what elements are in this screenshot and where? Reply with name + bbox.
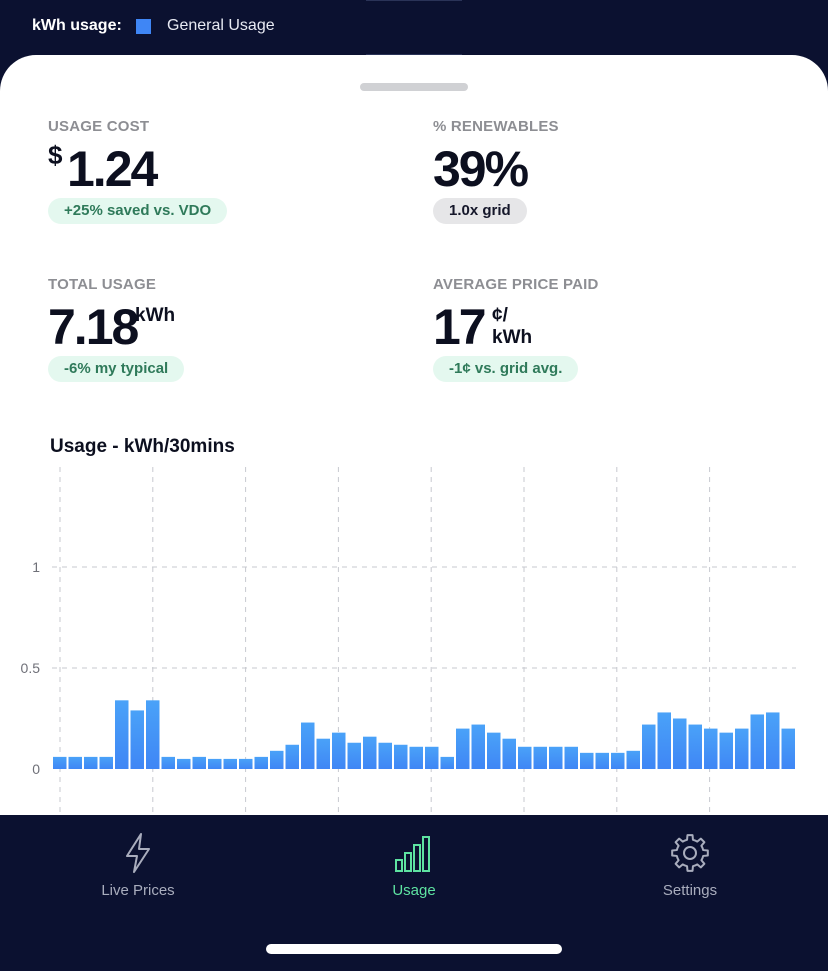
usage-sheet: USAGE COST $ 1.24 +25% saved vs. VDO % R…: [0, 55, 828, 815]
bar-chart-icon: [395, 836, 430, 872]
usage-bar[interactable]: [177, 758, 191, 769]
usage-bar[interactable]: [192, 756, 207, 769]
legend-swatch: [136, 19, 151, 34]
usage-bar[interactable]: [704, 728, 718, 769]
sheet-drag-handle[interactable]: [360, 83, 468, 91]
usage-bar[interactable]: [533, 746, 548, 769]
usage-bar[interactable]: [130, 710, 145, 769]
chart-title: Usage - kWh/30mins: [50, 436, 235, 457]
usage-bar[interactable]: [549, 746, 563, 769]
usage-bar[interactable]: [564, 746, 579, 769]
usage-bar[interactable]: [518, 746, 532, 769]
tab-settings[interactable]: Settings: [610, 832, 770, 899]
usage-bar[interactable]: [301, 722, 315, 769]
currency-symbol: $: [48, 140, 63, 170]
usage-bar[interactable]: [657, 712, 672, 769]
average-price-value: 17: [433, 299, 487, 355]
usage-bar[interactable]: [84, 756, 98, 769]
usage-bar[interactable]: [611, 752, 625, 769]
total-usage-badge: -6% my typical: [48, 356, 185, 382]
usage-bar[interactable]: [673, 718, 687, 770]
usage-bar[interactable]: [425, 746, 439, 769]
tab-label: Usage: [392, 882, 436, 899]
usage-bar[interactable]: [719, 732, 734, 769]
legend-series-name: General Usage: [167, 17, 275, 34]
usage-bar[interactable]: [409, 746, 424, 769]
usage-bar[interactable]: [363, 736, 377, 769]
usage-bar[interactable]: [735, 728, 749, 769]
gear-icon: [671, 834, 709, 872]
usage-bar[interactable]: [471, 724, 486, 769]
renewables-badge: 1.0x grid: [433, 198, 527, 224]
usage-bar[interactable]: [53, 756, 67, 769]
usage-bar[interactable]: [99, 756, 114, 769]
usage-bar[interactable]: [68, 756, 83, 769]
average-price-card: AVERAGE PRICE PAID 17 ¢/ kWh -1¢ vs. gri…: [433, 276, 599, 382]
usage-bar[interactable]: [378, 742, 393, 769]
renewables-card: % RENEWABLES 39% 1.0x grid: [433, 118, 559, 224]
usage-bar[interactable]: [161, 756, 176, 769]
legend-label: kWh usage:: [32, 17, 122, 34]
usage-bar[interactable]: [115, 700, 129, 769]
usage-cost-card: USAGE COST $ 1.24 +25% saved vs. VDO: [48, 118, 228, 224]
usage-bar[interactable]: [223, 758, 238, 769]
tab-label: Settings: [662, 882, 718, 899]
total-usage-unit: kWh: [135, 305, 176, 326]
usage-bar[interactable]: [440, 756, 455, 769]
usage-bar[interactable]: [750, 714, 765, 769]
usage-bar[interactable]: [580, 752, 594, 769]
tab-usage[interactable]: Usage: [334, 832, 494, 899]
usage-bar[interactable]: [766, 712, 780, 769]
renewables-value: 39%: [433, 141, 529, 197]
usage-bar[interactable]: [626, 750, 641, 769]
y-tick-label: 1: [32, 559, 40, 575]
usage-bar[interactable]: [270, 750, 284, 769]
y-tick-label: 0.5: [21, 660, 41, 676]
average-price-unit-bottom: kWh: [492, 327, 533, 348]
divider: [366, 0, 462, 1]
tab-label: Live Prices: [101, 882, 175, 899]
usage-bar[interactable]: [781, 728, 796, 769]
total-usage-value: 7.18: [48, 299, 139, 355]
usage-bar[interactable]: [394, 744, 408, 769]
divider: [366, 54, 462, 55]
lightning-icon: [126, 833, 150, 873]
bottom-tab-bar: Live Prices Usage Settings: [0, 815, 828, 971]
usage-bar[interactable]: [502, 738, 517, 769]
renewables-caption: % RENEWABLES: [433, 118, 559, 135]
usage-bar[interactable]: [595, 752, 610, 769]
chart-legend-bar: kWh usage: General Usage: [0, 0, 828, 60]
usage-bar[interactable]: [688, 724, 703, 769]
home-indicator[interactable]: [266, 944, 562, 954]
usage-bar[interactable]: [316, 738, 331, 769]
usage-bar[interactable]: [456, 728, 470, 769]
usage-bar[interactable]: [487, 732, 501, 769]
usage-bar[interactable]: [332, 732, 346, 769]
tab-live-prices[interactable]: Live Prices: [58, 832, 218, 899]
usage-cost-value: 1.24: [67, 141, 158, 197]
total-usage-card: TOTAL USAGE 7.18 kWh -6% my typical: [48, 276, 185, 382]
total-usage-caption: TOTAL USAGE: [48, 276, 157, 293]
usage-bar-chart: 00.51: [21, 467, 796, 815]
usage-bar[interactable]: [254, 756, 269, 769]
usage-bar[interactable]: [239, 758, 253, 769]
y-tick-label: 0: [32, 761, 40, 777]
usage-bar[interactable]: [208, 758, 222, 769]
average-price-badge: -1¢ vs. grid avg.: [433, 356, 579, 382]
average-price-unit-top: ¢/: [492, 305, 508, 326]
usage-cost-caption: USAGE COST: [48, 118, 150, 135]
usage-bar[interactable]: [642, 724, 656, 769]
usage-cost-badge: +25% saved vs. VDO: [48, 198, 228, 224]
average-price-caption: AVERAGE PRICE PAID: [433, 276, 599, 293]
usage-bar[interactable]: [146, 700, 160, 769]
usage-bar[interactable]: [285, 744, 300, 769]
usage-bar[interactable]: [347, 742, 362, 769]
